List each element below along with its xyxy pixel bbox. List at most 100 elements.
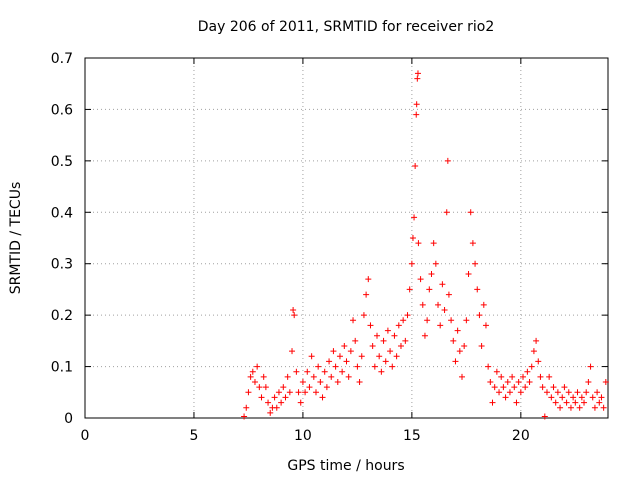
x-tick-label: 20: [512, 428, 530, 444]
data-point: [271, 394, 278, 401]
data-point: [557, 404, 564, 411]
data-point: [559, 394, 566, 401]
data-point: [574, 389, 581, 396]
data-point: [500, 384, 507, 391]
data-point: [297, 399, 304, 406]
data-point: [367, 322, 374, 329]
data-point: [328, 373, 335, 380]
data-point: [520, 373, 527, 380]
data-point: [437, 322, 444, 329]
data-point: [487, 379, 494, 385]
data-point: [317, 379, 324, 385]
data-point: [504, 379, 511, 385]
data-point: [570, 394, 577, 401]
data-point: [243, 404, 250, 411]
data-point: [413, 111, 420, 118]
data-point: [256, 384, 263, 391]
data-point: [426, 286, 433, 293]
data-point: [537, 373, 544, 380]
data-point: [302, 389, 309, 396]
data-point: [304, 368, 311, 375]
data-point: [587, 363, 594, 370]
axis-ticks: [84, 57, 608, 419]
data-point: [443, 209, 450, 216]
data-point: [452, 358, 459, 365]
data-point: [476, 312, 483, 319]
data-point: [502, 394, 509, 401]
x-tick-label: 10: [294, 428, 312, 444]
y-tick-label: 0.7: [51, 51, 73, 67]
data-point: [397, 343, 404, 349]
data-point: [374, 332, 381, 339]
data-point: [408, 260, 415, 267]
data-point: [467, 209, 474, 216]
data-point: [522, 384, 529, 391]
y-axis-label: SRMTID / TECUs: [8, 182, 24, 295]
data-point: [284, 373, 291, 380]
data-point: [306, 384, 313, 391]
data-point: [360, 312, 367, 319]
data-point: [293, 368, 300, 375]
data-point: [347, 348, 354, 355]
data-point: [343, 358, 350, 365]
data-point: [402, 337, 409, 344]
data-point: [493, 368, 500, 375]
data-point: [265, 399, 272, 406]
data-point: [506, 389, 513, 396]
data-point: [581, 399, 588, 406]
data-point: [444, 157, 451, 164]
data-point: [543, 389, 550, 396]
data-point: [428, 271, 435, 277]
data-point: [478, 343, 485, 349]
data-point: [254, 363, 261, 370]
data-point: [469, 240, 476, 247]
data-point: [395, 322, 402, 329]
data-point: [280, 384, 287, 391]
data-point: [291, 312, 298, 319]
data-point: [511, 384, 518, 391]
data-point: [496, 389, 503, 396]
y-tick-label: 0.2: [51, 308, 73, 324]
data-point: [384, 327, 391, 334]
data-point: [380, 337, 387, 344]
data-point: [308, 353, 315, 360]
data-point: [515, 379, 522, 385]
data-point: [456, 348, 463, 355]
data-point: [589, 394, 596, 401]
data-point: [441, 307, 448, 313]
data-point: [567, 404, 574, 411]
data-point: [400, 317, 407, 324]
data-point: [458, 373, 465, 380]
data-point: [517, 389, 524, 396]
data-point: [541, 413, 548, 420]
data-point: [363, 291, 370, 298]
data-point: [356, 379, 363, 385]
data-point: [415, 240, 422, 247]
data-point: [275, 389, 282, 396]
data-point: [421, 332, 428, 339]
y-tick-label: 0.3: [51, 257, 73, 273]
data-point: [249, 368, 256, 375]
data-point: [326, 358, 333, 365]
data-point: [323, 384, 330, 391]
data-point: [482, 322, 489, 329]
data-point: [387, 348, 394, 355]
data-point: [352, 337, 359, 344]
data-point: [485, 363, 492, 370]
data-point: [596, 399, 603, 406]
data-point: [450, 337, 457, 344]
data-point: [260, 373, 267, 380]
data-point: [552, 399, 559, 406]
data-point: [539, 384, 546, 391]
data-point: [430, 240, 437, 247]
data-point: [530, 348, 537, 355]
data-point: [330, 348, 337, 355]
data-point: [286, 389, 293, 396]
data-point: [391, 332, 398, 339]
data-point: [463, 317, 470, 324]
y-tick-label: 0.1: [51, 360, 73, 376]
data-point: [262, 384, 269, 391]
data-point: [389, 363, 396, 370]
data-point: [554, 389, 561, 396]
